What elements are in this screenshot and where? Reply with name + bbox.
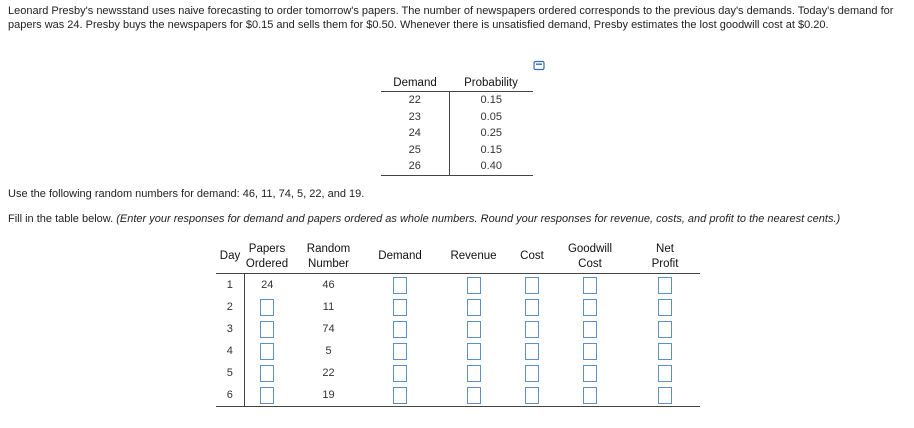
goodwill-cost-input[interactable] (583, 320, 597, 338)
random-number-cell: 19 (290, 384, 367, 407)
revenue-input[interactable] (466, 298, 481, 316)
fill-instruction: Fill in the table below. (Enter your res… (8, 213, 840, 225)
demand-value: 23 (381, 108, 450, 125)
goodwill-cost-input[interactable] (583, 386, 597, 404)
demand-input[interactable] (393, 276, 407, 294)
probability-header: Probability (449, 75, 533, 92)
cost-input[interactable] (525, 342, 539, 360)
demand-input[interactable] (393, 386, 407, 404)
table-row: 5 22 (216, 362, 700, 384)
probability-value: 0.25 (480, 127, 502, 140)
probability-value: 0.40 (449, 158, 533, 176)
day-cell: 4 (216, 340, 245, 362)
random-numbers-instruction: Use the following random numbers for dem… (8, 188, 365, 200)
day-cell: 1 (216, 273, 245, 296)
day-cell: 3 (216, 318, 245, 340)
day-header: Day (216, 240, 244, 274)
probability-value: 0.05 (480, 110, 502, 123)
table-row: 2 11 (216, 296, 700, 318)
demand-probability-table: Demand Probability 22 0.15 23 0.05 24 0.… (381, 75, 533, 176)
demand-input[interactable] (393, 320, 407, 338)
table-row: 1 24 46 (216, 273, 700, 296)
copy-table-icon[interactable] (533, 60, 545, 71)
papers-ordered-input[interactable] (260, 320, 275, 338)
revenue-input[interactable] (466, 276, 481, 294)
fill-instruction-note: (Enter your responses for demand and pap… (116, 213, 841, 225)
papers-ordered-input[interactable] (260, 342, 275, 360)
random-number-header: Random Number (290, 240, 367, 274)
net-profit-input[interactable] (658, 342, 672, 360)
day-cell: 6 (216, 384, 245, 407)
cost-input[interactable] (525, 364, 539, 382)
goodwill-cost-header: Goodwill Cost (550, 240, 630, 274)
random-number-cell: 5 (325, 345, 332, 357)
demand-column-header: Demand (367, 240, 433, 274)
cost-input[interactable] (525, 276, 539, 294)
problem-statement: Leonard Presby's newsstand uses naive fo… (8, 5, 894, 31)
demand-value: 26 (381, 158, 450, 176)
goodwill-cost-input[interactable] (583, 276, 597, 294)
cost-input[interactable] (525, 298, 539, 316)
demand-input[interactable] (393, 342, 407, 360)
goodwill-cost-input[interactable] (583, 342, 597, 360)
probability-row: 26 0.40 (381, 158, 533, 176)
table-row: 6 19 (216, 384, 700, 407)
cost-header: Cost (514, 240, 550, 274)
net-profit-input[interactable] (658, 386, 672, 404)
probability-row: 24 0.25 (381, 125, 533, 142)
papers-ordered-header: Papers Ordered (244, 240, 290, 274)
revenue-input[interactable] (466, 342, 481, 360)
net-profit-input[interactable] (658, 364, 672, 382)
day-cell: 5 (216, 362, 245, 384)
demand-value: 25 (381, 141, 450, 158)
fill-instruction-lead: Fill in the table below. (8, 213, 114, 225)
revenue-input[interactable] (466, 364, 481, 382)
goodwill-cost-input[interactable] (583, 298, 597, 316)
demand-value: 22 (381, 91, 450, 109)
papers-ordered-input[interactable] (260, 386, 275, 404)
random-number-cell: 74 (322, 323, 335, 335)
net-profit-input[interactable] (658, 320, 672, 338)
day-cell: 2 (216, 296, 245, 318)
probability-value: 0.15 (480, 143, 502, 156)
random-number-cell: 46 (322, 279, 335, 291)
table-row: 4 5 (216, 340, 700, 362)
probability-value: 0.15 (480, 94, 502, 107)
cost-input[interactable] (525, 386, 539, 404)
revenue-input[interactable] (466, 320, 481, 338)
demand-value: 24 (381, 125, 450, 142)
probability-row: 22 0.15 (381, 91, 533, 109)
demand-header: Demand (381, 75, 449, 92)
probability-row: 25 0.15 (381, 141, 533, 158)
net-profit-input[interactable] (658, 276, 672, 294)
demand-input[interactable] (393, 364, 407, 382)
net-profit-header: Net Profit (630, 240, 700, 274)
papers-ordered-input[interactable] (260, 364, 275, 382)
papers-ordered-input[interactable] (260, 298, 275, 316)
table-row: 3 74 (216, 318, 700, 340)
papers-ordered-cell: 24 (261, 279, 274, 291)
simulation-table: Day Papers Ordered Random Number Demand … (216, 240, 700, 407)
goodwill-cost-input[interactable] (583, 364, 597, 382)
probability-row: 23 0.05 (381, 108, 533, 125)
random-number-cell: 22 (322, 367, 335, 379)
random-number-cell: 11 (322, 301, 335, 313)
cost-input[interactable] (525, 320, 539, 338)
demand-input[interactable] (393, 298, 407, 316)
revenue-header: Revenue (433, 240, 514, 274)
net-profit-input[interactable] (658, 298, 672, 316)
revenue-input[interactable] (466, 386, 481, 404)
